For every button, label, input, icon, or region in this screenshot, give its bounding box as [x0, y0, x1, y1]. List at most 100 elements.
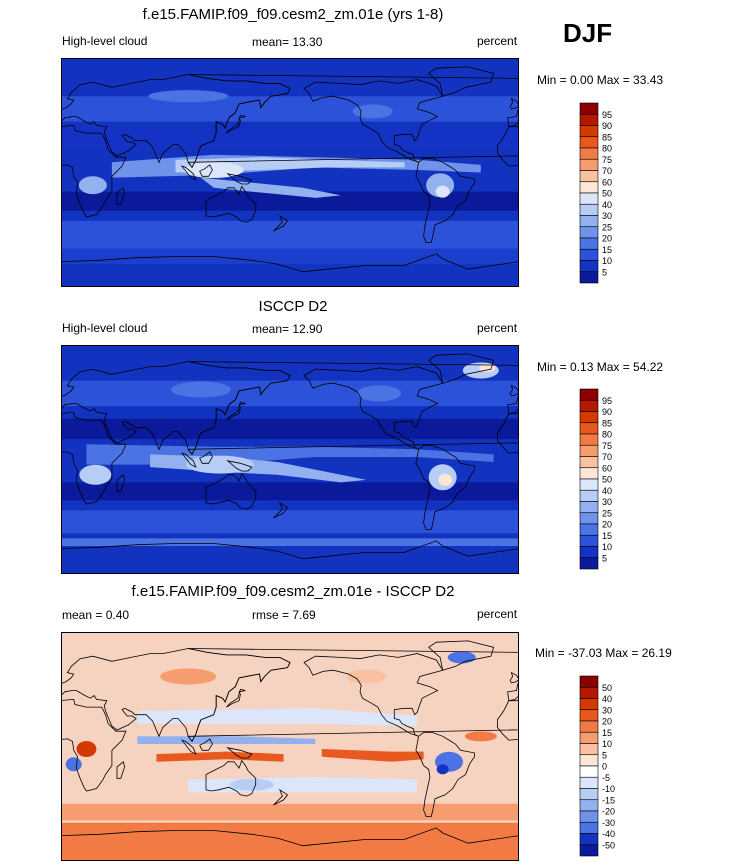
colorbar-box [579, 260, 599, 273]
coastline-greenland [428, 640, 495, 671]
greenland-core [479, 363, 496, 372]
colorbar-box [579, 456, 599, 469]
africa-positive [76, 741, 97, 758]
colorbar-tick-label: 40 [602, 486, 612, 496]
colorbar-box [579, 237, 599, 250]
tasman-negative [229, 778, 274, 791]
coastline-uk-wrap [509, 384, 519, 397]
season-label: DJF [563, 18, 613, 48]
coastline-japan [226, 688, 246, 708]
colorbar-tick-label: 30 [602, 705, 612, 715]
colorbar-box [579, 844, 599, 857]
africa-convection [78, 176, 107, 195]
colorbar-tick-label: 50 [602, 683, 612, 693]
colorbar-box [579, 743, 599, 756]
storm-track-north [61, 96, 519, 122]
panel1-minmax: Min = 0.00 Max = 33.43 [537, 73, 664, 87]
coastline-antarctica [61, 253, 519, 287]
north-america-cloud [352, 104, 393, 119]
coastline-borneo [199, 164, 213, 177]
colorbar-box [579, 399, 599, 412]
colorbar-box [579, 810, 599, 823]
coastline-australia [205, 472, 257, 510]
coastline-borneo [199, 451, 213, 464]
coastline-sumatra [180, 165, 197, 181]
panel2-mean: mean= 12.90 [252, 322, 323, 336]
colorbar-tick-label: 85 [602, 132, 612, 142]
coastline-newguinea [226, 460, 253, 472]
panel3-map [61, 632, 519, 861]
panel3-rmse: rmse = 7.69 [252, 608, 316, 622]
amazon-core-negative [436, 764, 449, 775]
colorbar-tick-label: 5 [602, 750, 607, 760]
colorbar-box [579, 226, 599, 239]
colorbar-box [579, 433, 599, 446]
colorbar-box [579, 181, 599, 194]
coastline-borneo [199, 738, 213, 751]
coastline-sumatra [180, 452, 197, 468]
coastline-antarctica [61, 540, 519, 574]
coastline-greenland [428, 66, 495, 97]
coastlines [61, 66, 519, 287]
panel2-units: percent [477, 321, 518, 335]
south-subtropic-negative [188, 777, 418, 793]
colorbar-box [579, 411, 599, 424]
colorbar-tick-label: 50 [602, 189, 612, 199]
colorbar-box [579, 799, 599, 812]
storm-track-south [61, 220, 519, 249]
colorbar-box [579, 215, 599, 228]
colorbar-tick-label: 20 [602, 234, 612, 244]
subtropics-north [61, 418, 519, 440]
coastlines [61, 353, 519, 574]
coastline-southAmerica [415, 445, 475, 530]
panel2-left-label: High-level cloud [62, 321, 148, 335]
storm-track-south [61, 510, 519, 534]
equatorial-negative [137, 736, 316, 744]
coastline-madagascar [116, 761, 126, 779]
colorbar-box [579, 776, 599, 789]
colorbar-tick-label: 15 [602, 245, 612, 255]
colorbar-box [579, 821, 599, 834]
colorbar-tick-label: 5 [602, 267, 607, 277]
subtropics-south [61, 191, 519, 211]
colorbar-tick-label: -40 [602, 829, 615, 839]
coastline-australia [205, 185, 257, 223]
colorbar-tick-label: 85 [602, 418, 612, 428]
coastline-southAmerica [415, 732, 475, 817]
colorbar-tick-label: 5 [602, 553, 607, 563]
colorbar-box [579, 113, 599, 126]
colorbar-box [579, 203, 599, 216]
colorbar-box [579, 248, 599, 261]
colorbar-tick-label: 50 [602, 475, 612, 485]
subtropics-north [61, 128, 519, 150]
siberia-positive [160, 668, 217, 685]
coastline-nz [273, 501, 289, 519]
coastline-northAmerica [303, 79, 444, 163]
panel2-minmax: Min = 0.13 Max = 54.22 [537, 360, 664, 374]
coastline-newguinea [226, 173, 253, 185]
coastline-antarctica [61, 827, 519, 861]
colorbar-tick-label: 60 [602, 177, 612, 187]
colorbar-tick-label: -15 [602, 795, 615, 805]
africa-convection [79, 464, 112, 485]
colorbar-tick-label: -30 [602, 818, 615, 828]
colorbar-tick-label: 95 [602, 110, 612, 120]
colorbar-tick-label: 80 [602, 430, 612, 440]
colorbar-tick-label: 95 [602, 396, 612, 406]
panel2-map [61, 345, 519, 574]
greenland-negative [447, 651, 476, 664]
panel3-title: f.e15.FAMIP.f09_f09.cesm2_zm.01e - ISCCP… [131, 583, 455, 600]
colorbar-box [579, 557, 599, 570]
colorbar-box [579, 698, 599, 711]
colorbar-tick-label: 70 [602, 166, 612, 176]
colorbar-tick-label: 30 [602, 211, 612, 221]
colorbar-tick-label: 15 [602, 728, 612, 738]
colorbar-tick-label: -10 [602, 784, 615, 794]
panel1-map [61, 58, 519, 287]
colorbar-box [579, 136, 599, 149]
colorbar-tick-label: 0 [602, 762, 607, 772]
colorbar-tick-label: 75 [602, 441, 612, 451]
maritime-continent-max [186, 455, 255, 474]
